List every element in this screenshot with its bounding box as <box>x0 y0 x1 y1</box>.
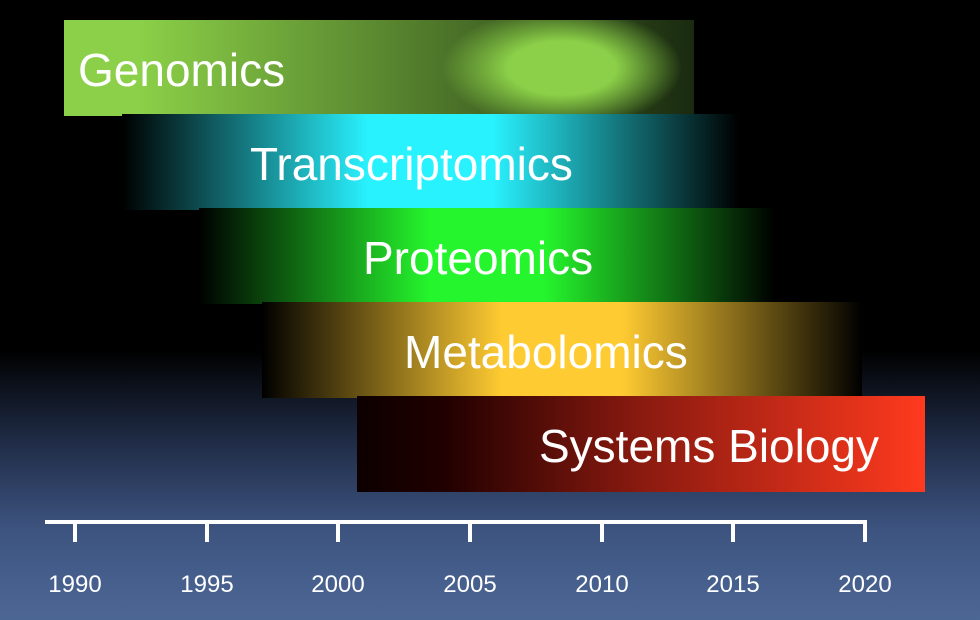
bar-label-systems-biology: Systems Biology <box>539 420 880 472</box>
x-tick-2015 <box>731 520 735 542</box>
bar-label-genomics: Genomics <box>78 44 286 96</box>
x-tick-2000 <box>336 520 340 542</box>
bar-proteomics <box>199 208 775 304</box>
x-tick-label-2000: 2000 <box>311 571 365 598</box>
bar-label-proteomics: Proteomics <box>363 232 594 284</box>
bar-metabolomics <box>262 302 862 398</box>
bar-label-metabolomics: Metabolomics <box>404 326 688 378</box>
x-tick-label-1990: 1990 <box>48 571 102 598</box>
x-tick-2010 <box>600 520 604 542</box>
x-tick-label-2015: 2015 <box>706 571 760 598</box>
x-tick-label-1995: 1995 <box>180 571 234 598</box>
bar-genomics <box>64 20 694 116</box>
bar-label-transcriptomics: Transcriptomics <box>250 138 573 190</box>
x-tick-1995 <box>205 520 209 542</box>
bar-transcriptomics <box>122 114 739 210</box>
x-tick-label-2005: 2005 <box>443 571 497 598</box>
x-tick-label-2010: 2010 <box>575 571 629 598</box>
x-tick-2020 <box>863 520 867 542</box>
x-tick-label-2020: 2020 <box>838 571 892 598</box>
bar-systems-biology <box>357 396 925 492</box>
x-axis-line <box>45 520 867 524</box>
x-tick-1990 <box>73 520 77 542</box>
x-tick-2005 <box>468 520 472 542</box>
